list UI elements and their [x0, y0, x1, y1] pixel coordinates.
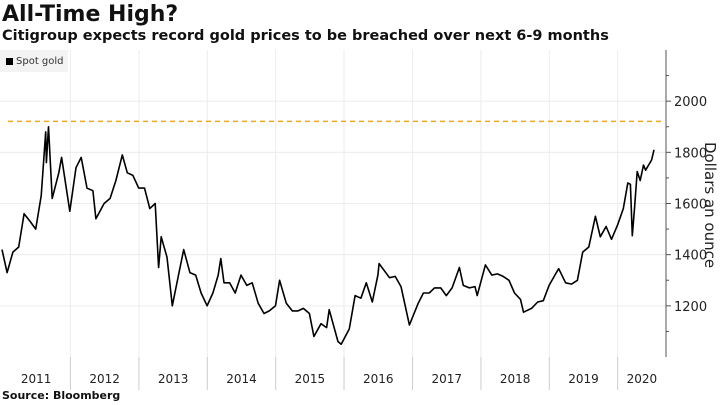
x-tick-label: 2014 — [226, 372, 257, 386]
legend-label: Spot gold — [16, 55, 64, 67]
x-tick-label: 2015 — [295, 372, 326, 386]
x-tick-label: 2018 — [500, 372, 531, 386]
y-tick-label: 1600 — [674, 198, 707, 213]
x-tick-label: 2011 — [21, 372, 52, 386]
x-tick-label: 2019 — [568, 372, 599, 386]
chart-title: All-Time High? — [2, 2, 179, 27]
y-axis-label: Dollars an ounce — [701, 142, 719, 268]
x-tick-label: 2013 — [158, 372, 189, 386]
legend-swatch — [6, 57, 13, 65]
y-tick-label: 1200 — [674, 300, 707, 315]
chart-subtitle: Citigroup expects record gold prices to … — [2, 28, 609, 44]
y-tick-label: 2000 — [674, 95, 707, 110]
x-tick-label: 2012 — [89, 372, 120, 386]
y-tick-label: 1400 — [674, 249, 707, 264]
legend: Spot gold — [0, 50, 68, 72]
x-tick-label: 2017 — [431, 372, 462, 386]
source-note: Source: Bloomberg — [2, 389, 121, 402]
x-tick-label: 2016 — [363, 372, 394, 386]
spot-gold-line — [1, 126, 655, 346]
x-tick-label: 2020 — [627, 372, 658, 386]
y-tick-label: 1800 — [674, 146, 707, 161]
